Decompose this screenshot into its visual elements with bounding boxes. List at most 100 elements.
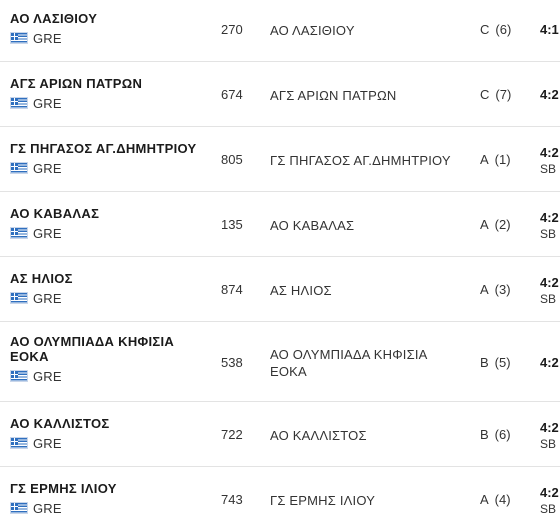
country: GRE	[10, 500, 205, 516]
table-row[interactable]: ΓΣ ΕΡΜΗΣ ΙΛΙΟΥ GRE 743 ΓΣ ΕΡΜΗΣ ΙΛΙΟΥ A (…	[0, 467, 560, 528]
country-code: GRE	[33, 368, 62, 384]
team-cell: ΑΣ ΗΛΙΟΣ GRE	[10, 271, 205, 306]
table-row[interactable]: ΑΟ ΛΑΣΙΘΙΟΥ GRE 270 ΑΟ ΛΑΣΙΘΙΟΥ C (6) 4:1	[0, 0, 560, 62]
team-name[interactable]: ΑΟ ΛΑΣΙΘΙΟΥ	[10, 11, 98, 26]
result-time: 4:1	[540, 22, 559, 37]
club-name: ΑΟ ΚΑΛΛΙΣΤΟΣ	[270, 428, 367, 443]
race-heat: A (4)	[480, 492, 511, 507]
country: GRE	[10, 368, 190, 384]
team-name[interactable]: ΑΟ ΟΛΥΜΠΙΑΔΑ ΚΗΦΙΣΙΑ ΕΟΚΑ	[10, 334, 175, 364]
greece-flag-icon	[10, 502, 28, 514]
country: GRE	[10, 30, 205, 46]
heat-position: (6)	[495, 22, 512, 37]
club-name: ΑΟ ΛΑΣΙΘΙΟΥ	[270, 23, 355, 38]
result-time: 4:2	[540, 87, 559, 102]
table-row[interactable]: ΑΣ ΗΛΙΟΣ GRE 874 ΑΣ ΗΛΙΟΣ A (3) 4:2 SB	[0, 257, 560, 322]
heat-letter: A	[480, 152, 489, 167]
race-heat: B (5)	[480, 355, 511, 370]
country-code: GRE	[33, 225, 62, 241]
result-time: 4:2	[540, 275, 559, 290]
heat-position: (7)	[495, 87, 512, 102]
result-time: 4:2	[540, 420, 559, 435]
result-note: SB	[540, 162, 557, 176]
result-cell: 4:2	[540, 87, 559, 103]
country: GRE	[10, 435, 205, 451]
result-cell: 4:2 SB	[540, 420, 559, 452]
result-cell: 4:2 SB	[540, 210, 559, 242]
heat-letter: C	[480, 87, 490, 102]
country-code: GRE	[33, 30, 62, 46]
heat-letter: A	[480, 217, 489, 232]
country-code: GRE	[33, 500, 62, 516]
team-cell: ΑΟ ΚΑΒΑΛΑΣ GRE	[10, 206, 205, 241]
race-heat: A (2)	[480, 217, 511, 232]
club-name: ΓΣ ΕΡΜΗΣ ΙΛΙΟΥ	[270, 493, 376, 508]
greece-flag-icon	[10, 97, 28, 109]
heat-position: (3)	[494, 282, 511, 297]
table-row[interactable]: ΑΟ ΟΛΥΜΠΙΑΔΑ ΚΗΦΙΣΙΑ ΕΟΚΑ GRE 538 ΑΟ ΟΛΥ…	[0, 322, 560, 402]
club-name: ΑΓΣ ΑΡΙΩΝ ΠΑΤΡΩΝ	[270, 88, 397, 103]
team-cell: ΑΟ ΟΛΥΜΠΙΑΔΑ ΚΗΦΙΣΙΑ ΕΟΚΑ GRE	[10, 334, 190, 384]
bib-number: 538	[221, 355, 243, 370]
greece-flag-icon	[10, 227, 28, 239]
country: GRE	[10, 290, 205, 306]
bib-number: 805	[221, 152, 243, 167]
result-cell: 4:2	[540, 355, 559, 371]
heat-position: (4)	[494, 492, 511, 507]
club-name: ΑΣ ΗΛΙΟΣ	[270, 283, 332, 298]
team-cell: ΓΣ ΠΗΓΑΣΟΣ ΑΓ.ΔΗΜΗΤΡΙΟΥ GRE	[10, 141, 205, 176]
result-cell: 4:1	[540, 22, 559, 38]
result-cell: 4:2 SB	[540, 485, 559, 517]
table-row[interactable]: ΑΟ ΚΑΒΑΛΑΣ GRE 135 ΑΟ ΚΑΒΑΛΑΣ A (2) 4:2 SB	[0, 192, 560, 257]
race-heat: A (3)	[480, 282, 511, 297]
team-name[interactable]: ΑΣ ΗΛΙΟΣ	[10, 271, 73, 286]
race-heat: C (6)	[480, 22, 511, 37]
result-cell: 4:2 SB	[540, 145, 559, 177]
country: GRE	[10, 95, 205, 111]
result-note: SB	[540, 292, 557, 306]
club-name: ΑΟ ΟΛΥΜΠΙΑΔΑ ΚΗΦΙΣΙΑ ΕΟΚΑ	[270, 347, 427, 379]
table-row[interactable]: ΑΓΣ ΑΡΙΩΝ ΠΑΤΡΩΝ GRE 674 ΑΓΣ ΑΡΙΩΝ ΠΑΤΡΩ…	[0, 62, 560, 127]
greece-flag-icon	[10, 32, 28, 44]
result-cell: 4:2 SB	[540, 275, 559, 307]
heat-letter: A	[480, 282, 489, 297]
heat-letter: B	[480, 355, 489, 370]
table-row[interactable]: ΑΟ ΚΑΛΛΙΣΤΟΣ GRE 722 ΑΟ ΚΑΛΛΙΣΤΟΣ B (6) 4…	[0, 402, 560, 467]
greece-flag-icon	[10, 370, 28, 382]
country-code: GRE	[33, 435, 62, 451]
bib-number: 722	[221, 427, 243, 442]
country-code: GRE	[33, 160, 62, 176]
team-name[interactable]: ΑΓΣ ΑΡΙΩΝ ΠΑΤΡΩΝ	[10, 76, 143, 91]
bib-number: 270	[221, 22, 243, 37]
table-row[interactable]: ΓΣ ΠΗΓΑΣΟΣ ΑΓ.ΔΗΜΗΤΡΙΟΥ GRE 805 ΓΣ ΠΗΓΑΣ…	[0, 127, 560, 192]
result-time: 4:2	[540, 355, 559, 370]
greece-flag-icon	[10, 292, 28, 304]
team-name[interactable]: ΓΣ ΕΡΜΗΣ ΙΛΙΟΥ	[10, 481, 117, 496]
bib-number: 874	[221, 282, 243, 297]
country-code: GRE	[33, 290, 62, 306]
bib-number: 674	[221, 87, 243, 102]
heat-position: (1)	[494, 152, 511, 167]
club-name: ΑΟ ΚΑΒΑΛΑΣ	[270, 218, 355, 233]
team-cell: ΓΣ ΕΡΜΗΣ ΙΛΙΟΥ GRE	[10, 481, 205, 516]
result-note: SB	[540, 437, 557, 451]
race-heat: C (7)	[480, 87, 511, 102]
result-time: 4:2	[540, 485, 559, 500]
country: GRE	[10, 225, 205, 241]
team-cell: ΑΟ ΛΑΣΙΘΙΟΥ GRE	[10, 11, 205, 46]
bib-number: 135	[221, 217, 243, 232]
result-note: SB	[540, 502, 557, 516]
country: GRE	[10, 160, 205, 176]
team-name[interactable]: ΑΟ ΚΑΛΛΙΣΤΟΣ	[10, 416, 110, 431]
heat-letter: C	[480, 22, 490, 37]
heat-letter: B	[480, 427, 489, 442]
race-heat: A (1)	[480, 152, 511, 167]
team-cell: ΑΓΣ ΑΡΙΩΝ ΠΑΤΡΩΝ GRE	[10, 76, 205, 111]
result-time: 4:2	[540, 145, 559, 160]
team-name[interactable]: ΑΟ ΚΑΒΑΛΑΣ	[10, 206, 100, 221]
heat-letter: A	[480, 492, 489, 507]
result-note: SB	[540, 227, 557, 241]
team-name[interactable]: ΓΣ ΠΗΓΑΣΟΣ ΑΓ.ΔΗΜΗΤΡΙΟΥ	[10, 141, 197, 156]
result-time: 4:2	[540, 210, 559, 225]
